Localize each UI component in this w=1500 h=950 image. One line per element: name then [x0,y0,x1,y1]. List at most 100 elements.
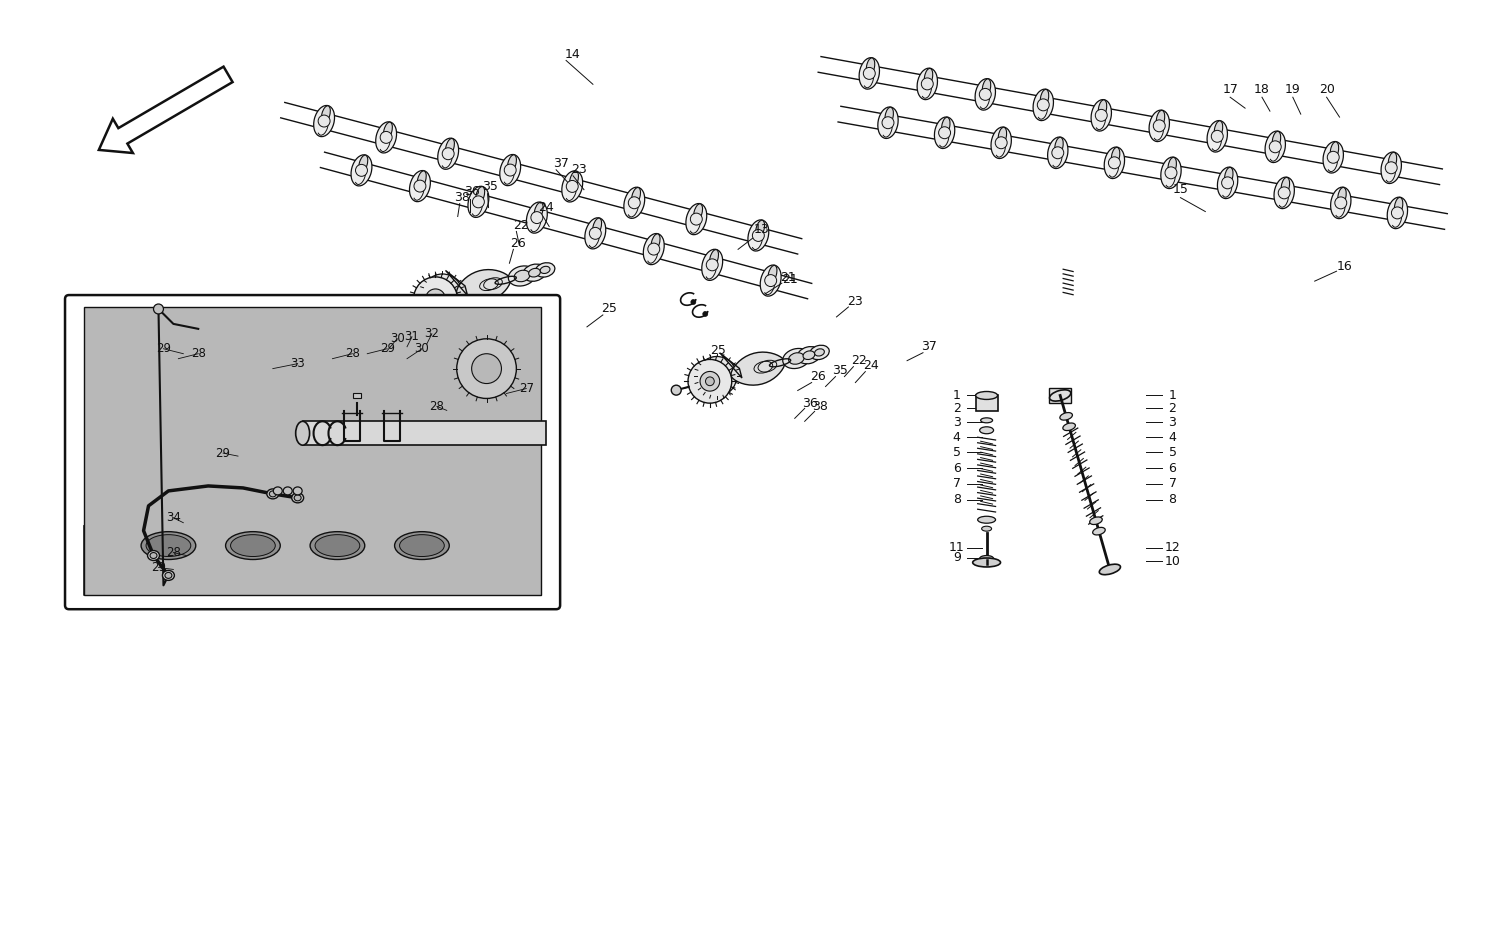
Ellipse shape [632,187,640,204]
Ellipse shape [294,495,302,501]
Ellipse shape [1047,137,1068,168]
Text: 21: 21 [780,271,795,284]
Polygon shape [84,307,542,596]
Ellipse shape [162,570,174,580]
Circle shape [921,78,933,90]
Ellipse shape [526,202,548,233]
Ellipse shape [789,352,804,364]
Ellipse shape [975,391,998,399]
Ellipse shape [624,187,645,218]
Circle shape [1166,167,1178,179]
Ellipse shape [998,127,1006,144]
Ellipse shape [291,493,303,503]
Circle shape [380,131,392,143]
Circle shape [864,67,876,80]
Text: 28: 28 [166,546,182,559]
Ellipse shape [509,266,536,286]
Ellipse shape [1156,110,1164,127]
Bar [303,421,546,446]
Ellipse shape [231,535,276,557]
Text: 35: 35 [833,364,849,377]
Text: 28: 28 [190,347,206,360]
Text: 2: 2 [952,402,960,415]
Ellipse shape [399,535,444,557]
Circle shape [456,339,516,398]
Circle shape [1052,147,1064,159]
Ellipse shape [534,202,543,219]
Text: 37: 37 [554,158,568,170]
Ellipse shape [514,270,529,282]
Circle shape [688,359,732,403]
Circle shape [590,227,602,239]
Ellipse shape [1054,138,1064,155]
Text: 36: 36 [464,185,480,199]
Text: 3: 3 [952,416,960,428]
Ellipse shape [1274,177,1294,209]
Ellipse shape [1104,147,1125,179]
Text: 14: 14 [566,48,580,61]
Ellipse shape [417,171,426,188]
Ellipse shape [783,349,810,369]
Text: 37: 37 [921,340,938,353]
Ellipse shape [934,117,956,148]
Ellipse shape [1323,142,1344,173]
Ellipse shape [1098,100,1107,117]
Text: 22: 22 [513,218,529,232]
Circle shape [426,289,445,309]
Ellipse shape [1060,412,1072,420]
Circle shape [1335,197,1347,209]
Text: 23: 23 [847,294,864,308]
Ellipse shape [1208,121,1227,152]
Ellipse shape [756,220,765,238]
Ellipse shape [686,203,706,235]
Text: 29: 29 [380,342,394,355]
Ellipse shape [885,107,894,124]
Ellipse shape [802,351,814,359]
Ellipse shape [1034,89,1053,121]
Ellipse shape [1100,564,1120,575]
Ellipse shape [315,535,360,557]
Ellipse shape [815,349,825,356]
Text: 30: 30 [390,332,405,345]
Ellipse shape [500,155,520,185]
Text: 29: 29 [152,560,166,574]
Circle shape [628,197,640,209]
Text: 4: 4 [952,430,960,444]
Circle shape [1386,162,1396,174]
Text: 2: 2 [1168,402,1176,415]
Ellipse shape [375,122,396,153]
Circle shape [1038,99,1048,111]
Ellipse shape [810,345,830,360]
Circle shape [414,276,458,321]
Ellipse shape [146,535,190,557]
Text: 30: 30 [414,342,429,355]
Text: 6: 6 [952,462,960,475]
Ellipse shape [942,117,950,135]
Circle shape [531,212,543,223]
Circle shape [430,294,439,303]
Ellipse shape [1389,152,1396,169]
Ellipse shape [585,218,606,249]
Circle shape [423,274,462,314]
Ellipse shape [562,171,582,202]
Circle shape [980,88,992,101]
Ellipse shape [141,532,196,560]
Circle shape [882,117,894,128]
Text: 16: 16 [1336,259,1353,273]
Ellipse shape [273,487,282,495]
Ellipse shape [384,123,393,140]
Ellipse shape [710,250,718,267]
Ellipse shape [1089,517,1102,524]
Text: 28: 28 [345,347,360,360]
Ellipse shape [916,68,938,100]
Text: 19: 19 [1286,83,1300,96]
Ellipse shape [981,418,993,423]
Bar [975,395,998,411]
Text: 28: 28 [429,400,444,413]
Ellipse shape [1064,423,1076,430]
Ellipse shape [867,58,874,75]
Circle shape [414,180,426,192]
Circle shape [1221,177,1233,189]
Ellipse shape [394,532,450,560]
Ellipse shape [1168,158,1176,175]
